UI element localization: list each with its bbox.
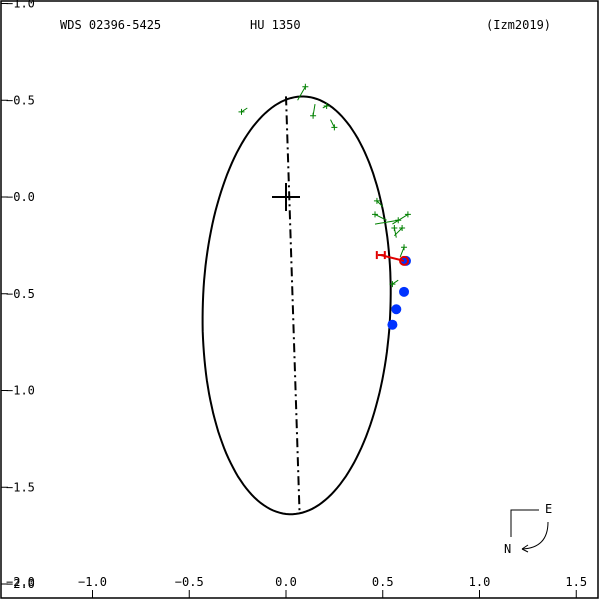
x-tick-label-5: 1.5 — [565, 575, 587, 589]
compass-arrow-icon — [521, 544, 529, 553]
line-of-nodes — [285, 96, 301, 513]
x-edge-label: −2.0 — [6, 575, 35, 589]
observation-point-9 — [399, 224, 406, 231]
compass-north-label: N — [504, 542, 511, 556]
y-tick-label-0: −1.0 — [6, 0, 35, 11]
observation-point-6 — [373, 197, 380, 204]
x-tick-label-2: 0.0 — [275, 575, 297, 589]
y-tick-label-1: −0.5 — [6, 93, 35, 107]
observation-point-1 — [302, 83, 309, 90]
axis-ticks — [1, 3, 577, 598]
measured-point-1 — [399, 286, 410, 297]
red-point — [399, 255, 410, 266]
observation-point-3 — [323, 103, 330, 110]
orbit-ellipse — [201, 95, 392, 516]
compass: E N — [504, 502, 552, 556]
y-tick-label-2: −0.0 — [6, 190, 35, 204]
observation-point-7 — [372, 211, 379, 218]
observation-residual-12 — [392, 279, 399, 285]
y-axis-labels: −1.0 −0.5 −0.0 −0.5 −1.0 −1.5 −2.0 — [6, 0, 35, 591]
measured-point-2 — [391, 304, 402, 315]
header-wds-id: WDS 02396-5425 — [60, 18, 161, 32]
observation-residual-5 — [374, 219, 399, 225]
highlight-points — [375, 251, 410, 266]
header-star-name: HU 1350 — [250, 18, 301, 32]
observation-point-11 — [401, 244, 408, 251]
observation-point-12 — [389, 281, 396, 288]
observation-point-0 — [238, 108, 245, 115]
measured-points — [387, 255, 411, 330]
compass-arc — [521, 521, 549, 550]
x-tick-label-1: −0.5 — [175, 575, 204, 589]
primary-star-marker — [272, 183, 300, 211]
y-tick-label-6: −2.0 — [6, 577, 35, 591]
compass-east-label: E — [545, 502, 552, 516]
observation-point-4 — [331, 124, 338, 131]
measured-point-0 — [400, 255, 411, 266]
observation-residual-4 — [330, 119, 335, 128]
y-tick-label-5: −1.5 — [6, 480, 35, 494]
y-tick-label-4: −1.0 — [6, 384, 35, 398]
observation-residual-6 — [376, 200, 384, 208]
observation-point-2 — [310, 112, 317, 119]
compass-axes — [510, 509, 539, 537]
x-tick-label-0: −1.0 — [78, 575, 107, 589]
x-tick-label-3: 0.5 — [372, 575, 394, 589]
observation-residual-0 — [241, 107, 248, 113]
observation-residual-7 — [374, 213, 387, 221]
measured-point-3 — [387, 319, 398, 330]
observation-residual-1 — [297, 86, 306, 101]
observation-points — [238, 83, 411, 288]
y-tick-label-3: −0.5 — [6, 287, 35, 301]
observation-point-10 — [391, 224, 398, 231]
x-tick-label-4: 1.0 — [469, 575, 491, 589]
observation-point-8 — [404, 211, 411, 218]
observation-residual-11 — [399, 247, 405, 258]
header-reference: (Izm2019) — [486, 18, 551, 32]
x-axis-labels: −1.0 −0.5 0.0 0.5 1.0 1.5 −2.0 — [6, 575, 587, 589]
observation-residual-8 — [392, 213, 409, 225]
